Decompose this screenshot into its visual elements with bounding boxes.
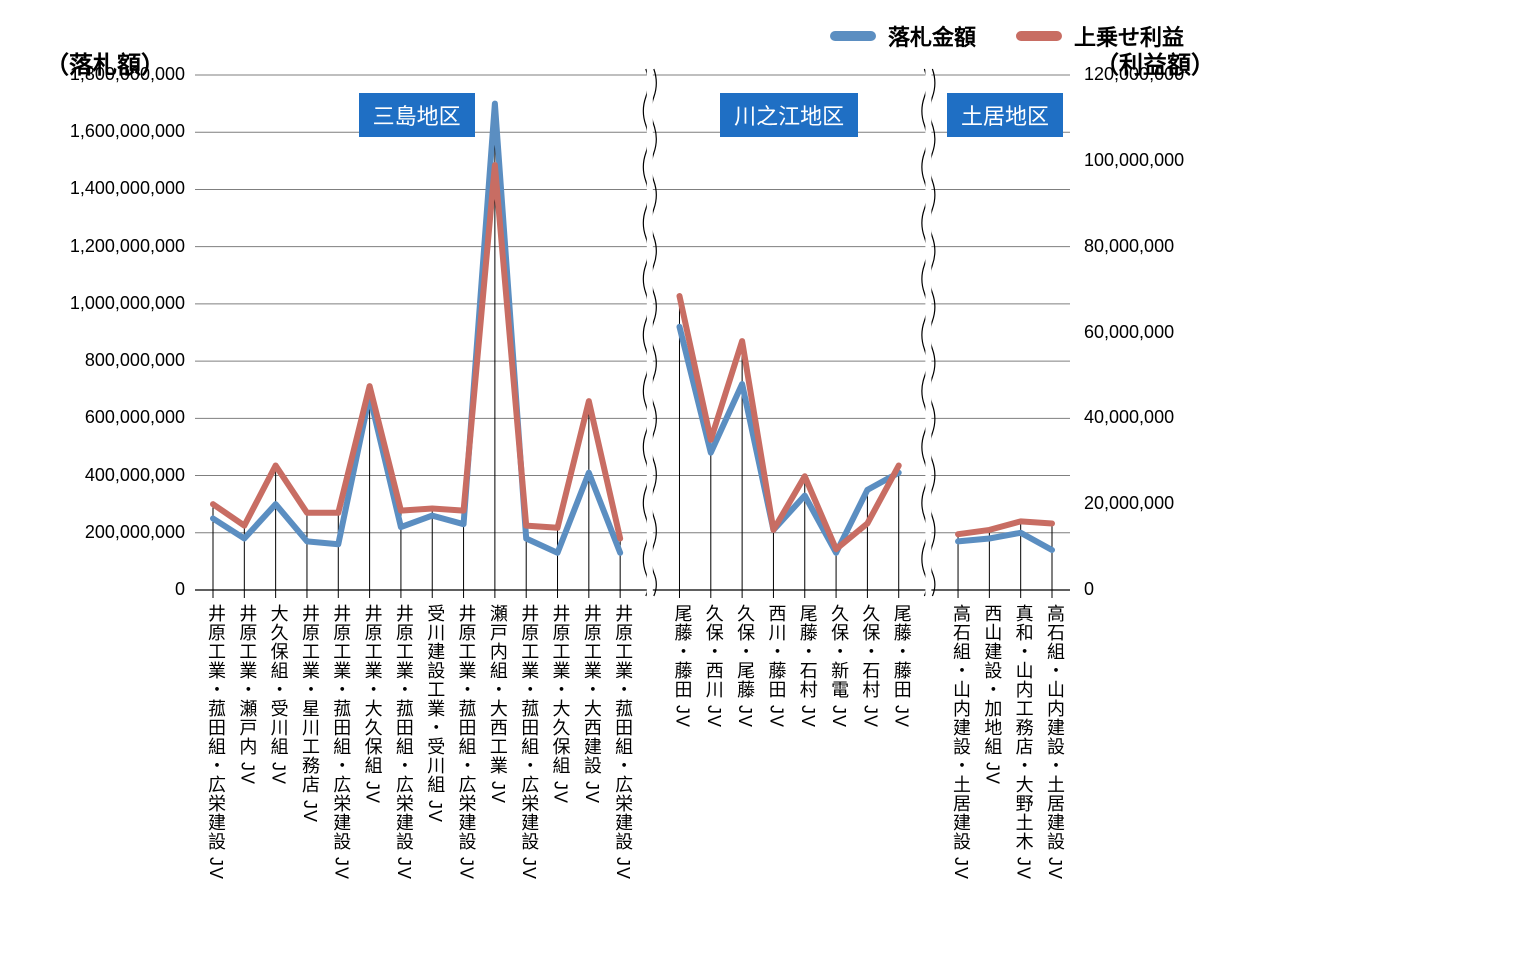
x-category-label: 井原工業・菰田組・広栄建設 JV (328, 604, 354, 880)
y-right-tick-label: 20,000,000 (1084, 493, 1174, 514)
x-category-label: 西山建設・加地組 JV (979, 604, 1005, 785)
x-category-label: 西川・藤田 JV (763, 604, 789, 728)
x-category-label: 井原工業・瀬戸内 JV (234, 604, 260, 785)
x-category-label: 受川建設工業・受川組 JV (422, 604, 448, 823)
x-category-label: 井原工業・大西建設 JV (579, 604, 605, 804)
x-category-label: 井原工業・菰田組・広栄建設 JV (391, 604, 417, 880)
x-category-label: 井原工業・菰田組・広栄建設 JV (454, 604, 480, 880)
x-category-label: 井原工業・菰田組・広栄建設 JV (516, 604, 542, 880)
x-category-label: 尾藤・藤田 JV (889, 604, 915, 728)
x-category-label: 井原工業・星川工務店 JV (297, 604, 323, 823)
y-right-tick-label: 0 (1084, 579, 1094, 600)
x-category-label: 久保・尾藤 JV (732, 604, 758, 728)
y-right-tick-label: 100,000,000 (1084, 150, 1184, 171)
y-right-tick-label: 60,000,000 (1084, 322, 1174, 343)
y-left-tick-label: 200,000,000 (20, 522, 185, 543)
region-label: 川之江地区 (720, 93, 858, 137)
y-left-tick-label: 600,000,000 (20, 407, 185, 428)
y-left-tick-label: 1,200,000,000 (20, 236, 185, 257)
x-category-label: 久保・西川 JV (701, 604, 727, 728)
y-left-tick-label: 1,000,000,000 (20, 293, 185, 314)
x-category-label: 井原工業・菰田組・広栄建設 JV (203, 604, 229, 880)
y-right-tick-label: 40,000,000 (1084, 407, 1174, 428)
x-category-label: 井原工業・大久保組 JV (548, 604, 574, 804)
plot-area (20, 20, 1520, 953)
dual-axis-line-chart: 落札金額 上乗せ利益 （落札額） （利益額） 三島地区川之江地区土居地区 020… (20, 20, 1520, 953)
x-category-label: 井原工業・大久保組 JV (360, 604, 386, 804)
y-right-tick-label: 120,000,000 (1084, 64, 1184, 85)
y-right-tick-label: 80,000,000 (1084, 236, 1174, 257)
x-category-label: 高石組・山内建設・土居建設 JV (948, 604, 974, 880)
region-label: 土居地区 (947, 93, 1063, 137)
x-category-label: 久保・新電 JV (826, 604, 852, 728)
y-left-tick-label: 400,000,000 (20, 465, 185, 486)
x-category-label: 尾藤・藤田 JV (669, 604, 695, 728)
x-category-label: 大久保組・受川組 JV (266, 604, 292, 785)
x-category-label: 瀬戸内組・大西工業 JV (485, 604, 511, 804)
x-category-label: 井原工業・菰田組・広栄建設 JV (610, 604, 636, 880)
region-label: 三島地区 (359, 93, 475, 137)
y-left-tick-label: 800,000,000 (20, 350, 185, 371)
x-category-label: 真和・山内工務店・大野土木 JV (1011, 604, 1037, 880)
x-category-label: 久保・石村 JV (857, 604, 883, 728)
y-left-tick-label: 0 (20, 579, 185, 600)
y-left-tick-label: 1,800,000,000 (20, 64, 185, 85)
y-left-tick-label: 1,400,000,000 (20, 178, 185, 199)
x-category-label: 尾藤・石村 JV (795, 604, 821, 728)
y-left-tick-label: 1,600,000,000 (20, 121, 185, 142)
x-category-label: 高石組・山内建設・土居建設 JV (1042, 604, 1068, 880)
